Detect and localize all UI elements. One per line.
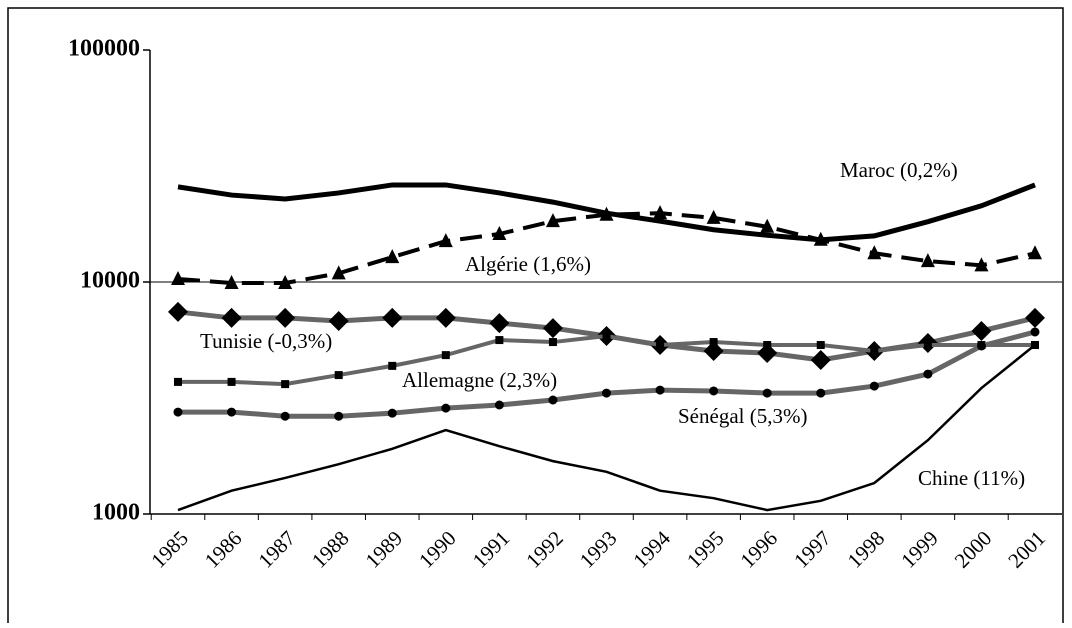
- x-tick-label: 1996: [735, 526, 782, 573]
- marker: [545, 213, 560, 228]
- marker: [757, 343, 778, 364]
- marker: [813, 231, 828, 246]
- marker: [171, 271, 185, 286]
- marker: [763, 341, 772, 350]
- series-line: [177, 211, 1036, 286]
- marker: [599, 206, 614, 221]
- marker: [974, 257, 989, 272]
- marker: [438, 233, 453, 248]
- series-label: Tunisie (-0,3%): [200, 329, 332, 353]
- marker: [762, 388, 772, 398]
- x-tick-label: 1985: [146, 526, 193, 573]
- marker: [492, 226, 507, 241]
- marker: [275, 307, 296, 328]
- marker: [224, 275, 239, 290]
- x-tick-label: 1992: [521, 526, 568, 573]
- marker: [441, 403, 451, 413]
- marker: [655, 385, 665, 395]
- marker: [1030, 327, 1040, 337]
- marker: [923, 369, 933, 379]
- marker: [869, 381, 879, 391]
- x-tick-label: 1990: [414, 526, 461, 573]
- marker: [227, 407, 237, 417]
- series-label: Algérie (1,6%): [465, 252, 591, 276]
- y-tick-label: 1000: [92, 500, 140, 526]
- x-tick-label: 1999: [896, 526, 943, 573]
- marker: [280, 411, 290, 421]
- marker: [221, 307, 242, 328]
- marker: [435, 307, 456, 328]
- marker: [385, 249, 400, 264]
- marker: [387, 408, 397, 418]
- marker: [542, 318, 563, 339]
- marker: [548, 395, 558, 405]
- marker: [328, 311, 349, 332]
- x-tick-label: 1998: [843, 526, 890, 573]
- marker: [870, 347, 879, 356]
- marker: [760, 218, 775, 233]
- marker: [441, 351, 450, 360]
- y-tick-label: 10000: [80, 268, 140, 294]
- x-tick-label: 1986: [200, 526, 247, 573]
- x-tick-label: 2000: [950, 526, 997, 573]
- x-tick-label: 1987: [253, 526, 300, 573]
- marker: [709, 386, 719, 396]
- marker: [920, 253, 935, 268]
- marker: [703, 341, 724, 362]
- y-tick-label: 100000: [68, 36, 140, 62]
- marker: [976, 341, 986, 351]
- marker: [173, 407, 183, 417]
- series-label: Sénégal (5,3%): [678, 404, 807, 428]
- marker: [602, 332, 611, 341]
- marker: [1025, 307, 1045, 328]
- series-line: [177, 344, 1036, 512]
- marker: [923, 341, 932, 350]
- marker: [656, 341, 665, 350]
- marker: [709, 338, 718, 347]
- marker: [1028, 245, 1042, 260]
- marker: [706, 209, 721, 224]
- x-tick-label: 1997: [789, 526, 836, 573]
- marker: [334, 371, 343, 380]
- x-tick-label: 1988: [307, 526, 354, 573]
- marker: [331, 265, 346, 280]
- series-label: Maroc (0,2%): [840, 158, 958, 182]
- series-label: Chine (11%): [918, 466, 1025, 490]
- x-tick-label: 1994: [628, 526, 675, 573]
- marker: [388, 361, 397, 370]
- marker: [867, 245, 882, 260]
- x-tick-label: 1995: [682, 526, 729, 573]
- marker: [810, 350, 831, 371]
- x-tick-label: 1993: [575, 526, 622, 573]
- marker: [816, 341, 825, 350]
- marker: [227, 377, 236, 386]
- marker: [278, 275, 293, 290]
- marker: [548, 338, 557, 347]
- chart-frame: [7, 7, 1064, 628]
- marker: [602, 388, 611, 398]
- marker: [382, 307, 403, 328]
- x-tick-label: 1989: [361, 526, 408, 573]
- marker: [489, 313, 510, 334]
- marker: [495, 336, 504, 345]
- marker: [494, 400, 504, 410]
- x-tick-label: 1991: [468, 526, 515, 573]
- x-tick-label: 2001: [1003, 526, 1050, 573]
- marker: [281, 380, 290, 389]
- series-label: Allemagne (2,3%): [402, 368, 557, 392]
- marker: [174, 377, 182, 386]
- marker: [816, 388, 826, 398]
- marker: [334, 411, 344, 421]
- marker: [168, 301, 188, 322]
- marker: [971, 320, 992, 341]
- marker: [653, 205, 668, 220]
